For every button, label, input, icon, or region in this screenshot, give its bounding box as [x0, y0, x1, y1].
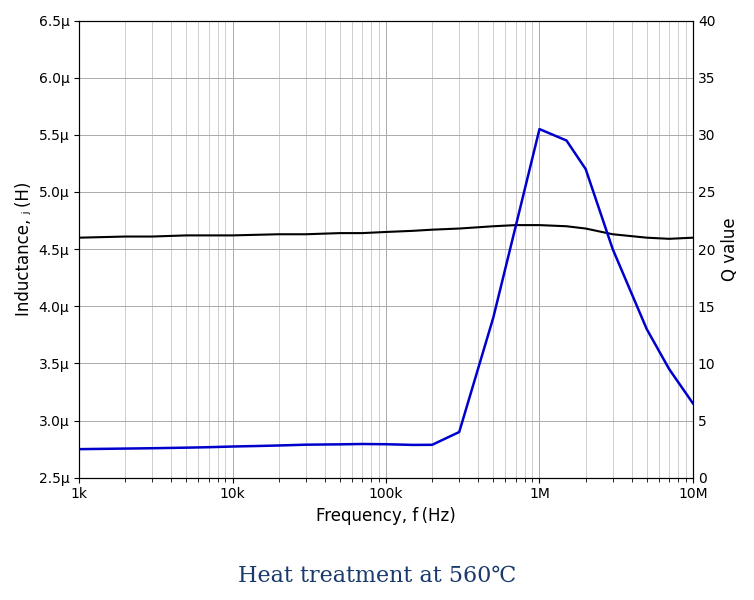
Y-axis label: Inductance, ⱼ (H): Inductance, ⱼ (H) [15, 182, 33, 316]
X-axis label: Frequency, f (Hz): Frequency, f (Hz) [316, 507, 456, 525]
Text: Heat treatment at 560℃: Heat treatment at 560℃ [238, 565, 516, 587]
Y-axis label: Q value: Q value [721, 217, 739, 281]
